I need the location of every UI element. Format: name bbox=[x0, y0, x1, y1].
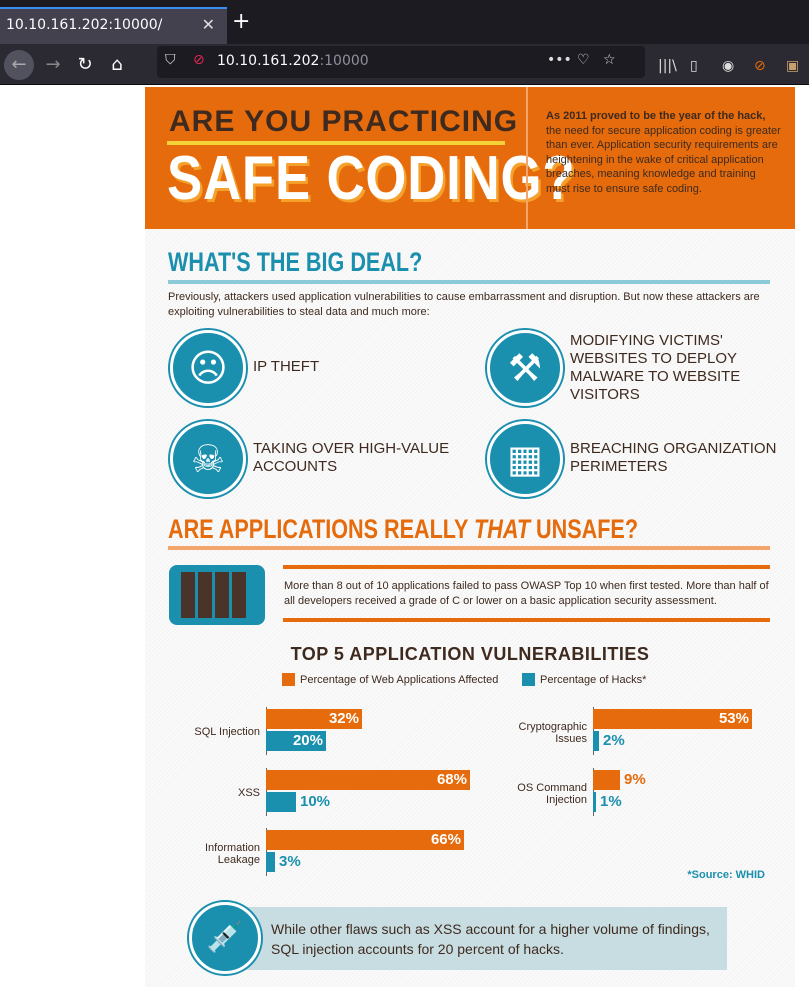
syringe-icon: 💉 bbox=[189, 902, 261, 974]
big-deal-text: Previously, attackers used application v… bbox=[168, 291, 760, 318]
bar-affected bbox=[266, 709, 362, 729]
home-button[interactable]: ⌂ bbox=[111, 54, 123, 75]
bar-hacks bbox=[266, 731, 326, 751]
skull-crossbones-icon: ☠ bbox=[170, 421, 246, 497]
divider bbox=[0, 84, 809, 85]
headline-top: ARE YOU PRACTICING bbox=[169, 105, 519, 138]
bar-affected bbox=[266, 830, 464, 850]
section-title-big-deal: WHAT'S THE BIG DEAL? bbox=[168, 247, 423, 277]
legend-item: Percentage of Web Applications Affected bbox=[282, 673, 498, 686]
item-label: MODIFYING VICTIMS' WEBSITES TO DEPLOY MA… bbox=[570, 332, 741, 403]
bar-value-label: 1% bbox=[600, 793, 622, 810]
tablet-icon bbox=[169, 565, 265, 625]
footer-callout: While other flaws such as XSS account fo… bbox=[245, 907, 727, 970]
unsafe-text: More than 8 out of 10 applications faile… bbox=[284, 580, 769, 607]
category-label: OS Command Injection bbox=[517, 782, 587, 806]
header-banner: ARE YOU PRACTICING SAFE CODING? As 2011 … bbox=[145, 87, 795, 229]
url-text: 10.10.161.202:10000 bbox=[217, 53, 369, 69]
category-label: Cryptographic Issues bbox=[518, 721, 587, 745]
legend-swatch bbox=[282, 673, 295, 686]
category-label: Information Leakage bbox=[204, 842, 260, 866]
headline-main: SAFE CODING? bbox=[167, 144, 576, 213]
tab-title: 10.10.161.202:10000/ bbox=[6, 17, 163, 33]
bar-value-label: 2% bbox=[603, 732, 625, 749]
tab-active[interactable]: 10.10.161.202:10000/ ✕ bbox=[0, 7, 227, 44]
bar-hacks bbox=[593, 792, 596, 812]
pocket-icon[interactable]: ♡ bbox=[577, 52, 590, 68]
reload-button[interactable]: ↻ bbox=[77, 54, 93, 75]
tab-strip: 10.10.161.202:10000/ ✕ + bbox=[0, 0, 809, 44]
intro-text: As 2011 proved to be the year of the hac… bbox=[546, 110, 781, 195]
infographic: ARE YOU PRACTICING SAFE CODING? As 2011 … bbox=[145, 87, 795, 987]
more-icon[interactable]: ••• bbox=[547, 52, 572, 68]
bar-value-label: 3% bbox=[279, 853, 301, 870]
bar-hacks bbox=[593, 731, 599, 751]
url-bar[interactable]: ⛉ ⊘ 10.10.161.202:10000 ••• ♡ ☆ bbox=[157, 46, 645, 78]
source-note: *Source: WHID bbox=[687, 869, 765, 881]
section-title-unsafe: ARE APPLICATIONS REALLY THAT UNSAFE? bbox=[168, 514, 639, 544]
insecure-lock-icon[interactable]: ⊘ bbox=[193, 52, 205, 68]
back-button[interactable]: ← bbox=[4, 50, 34, 80]
castle-wall-icon: ▦ bbox=[487, 421, 563, 497]
forward-button[interactable]: → bbox=[45, 54, 61, 75]
header-divider bbox=[526, 87, 528, 229]
bar-affected bbox=[593, 709, 752, 729]
sidebar-icon[interactable]: ▯ bbox=[690, 58, 698, 74]
rule bbox=[283, 618, 770, 622]
account-icon[interactable]: ◉ bbox=[722, 58, 735, 74]
section-rule bbox=[168, 546, 770, 550]
yellow-rule bbox=[167, 141, 505, 145]
browser-chrome: 10.10.161.202:10000/ ✕ + ← → ↻ ⌂ ⛉ ⊘ 10.1… bbox=[0, 0, 809, 85]
bar-value-label: 53% bbox=[718, 710, 749, 727]
bar-hacks bbox=[266, 792, 296, 812]
head-hand-icon: ☹ bbox=[170, 330, 246, 406]
library-icon[interactable]: |||\ bbox=[658, 58, 677, 74]
nav-bar: ← → ↻ ⌂ ⛉ ⊘ 10.10.161.202:10000 ••• ♡ ☆ … bbox=[0, 44, 809, 84]
legend-item: Percentage of Hacks* bbox=[522, 673, 646, 686]
close-tab-icon[interactable]: ✕ bbox=[201, 15, 215, 34]
hammer-icon: ⚒ bbox=[487, 330, 563, 406]
bar-value-label: 10% bbox=[300, 793, 331, 810]
cookie-extension-icon[interactable]: ▣ bbox=[786, 58, 800, 74]
new-tab-button[interactable]: + bbox=[232, 9, 251, 34]
bar-value-label: 9% bbox=[624, 771, 646, 788]
bar-value-label: 68% bbox=[436, 771, 467, 788]
item-label: TAKING OVER HIGH-VALUE ACCOUNTS bbox=[253, 440, 450, 475]
bar-affected bbox=[266, 770, 470, 790]
section-rule bbox=[168, 280, 770, 284]
bookmark-star-icon[interactable]: ☆ bbox=[603, 52, 616, 68]
bar-hacks bbox=[266, 852, 275, 872]
item-label: IP THEFT bbox=[253, 358, 320, 375]
chart-title: TOP 5 APPLICATION VULNERABILITIES bbox=[290, 644, 650, 664]
extension-icon[interactable]: ⊘ bbox=[754, 58, 766, 74]
category-label: XSS bbox=[237, 787, 260, 799]
bar-affected bbox=[593, 770, 620, 790]
footer-text: While other flaws such as XSS account fo… bbox=[271, 921, 710, 957]
bar-value-label: 66% bbox=[430, 831, 461, 848]
category-label: SQL Injection bbox=[194, 726, 260, 738]
shield-icon[interactable]: ⛉ bbox=[165, 52, 176, 68]
bar-value-label: 32% bbox=[328, 710, 359, 727]
rule bbox=[283, 565, 770, 569]
bar-value-label: 20% bbox=[292, 732, 323, 749]
item-label: BREACHING ORGANIZATION PERIMETERS bbox=[570, 440, 777, 475]
legend-swatch bbox=[522, 673, 535, 686]
